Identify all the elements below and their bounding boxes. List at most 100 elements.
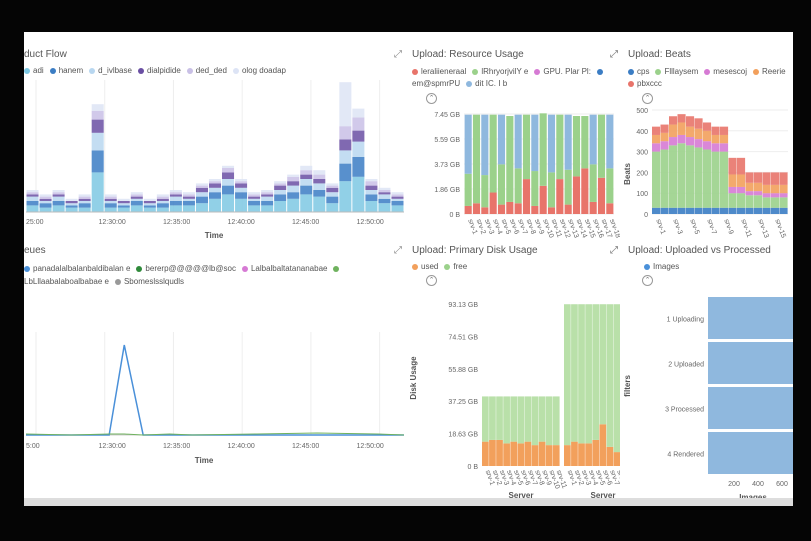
bar-segment bbox=[26, 194, 39, 197]
legend-toggle-icon[interactable]: ⌃ bbox=[426, 275, 437, 286]
x-tick-label: 12:40:00 bbox=[228, 219, 255, 226]
bar-segment bbox=[261, 190, 274, 193]
legend-item[interactable]: dialpidide bbox=[137, 66, 181, 75]
expand-icon[interactable]: ⤢ bbox=[610, 245, 618, 256]
legend-swatch bbox=[655, 68, 662, 75]
legend-swatch bbox=[24, 67, 30, 74]
legend-item[interactable]: Sbomeslsslqudls bbox=[114, 277, 184, 286]
bar-segment bbox=[248, 201, 261, 206]
bar-segment bbox=[391, 192, 404, 195]
panel-uploaded-vs-processed: Upload: Uploaded vs Processed ⤢ Images ⌃… bbox=[610, 242, 793, 498]
legend-item[interactable]: mesescoj bbox=[704, 67, 747, 76]
scrollbar[interactable] bbox=[24, 498, 793, 506]
legend-item[interactable]: GPU. Plar Pl: bbox=[534, 67, 591, 76]
expand-icon[interactable]: ⤢ bbox=[610, 49, 618, 60]
legend-item[interactable]: panadalalbalanbaldibalan e bbox=[24, 264, 130, 273]
bar-segment bbox=[669, 116, 678, 125]
bar-segment bbox=[91, 132, 104, 151]
bar-segment bbox=[352, 157, 365, 177]
legend-label: Flllaysem bbox=[664, 67, 699, 76]
legend-swatch bbox=[644, 263, 650, 270]
bar-segment bbox=[599, 424, 607, 466]
bar-segment bbox=[503, 396, 510, 444]
bar-segment bbox=[660, 132, 669, 142]
grouped-bar-chart: 93.13 GB 74.51 GB 55.88 GB 37.25 GB 18.63 GB… bbox=[409, 302, 620, 498]
bar-segment bbox=[117, 198, 130, 201]
bar-segment bbox=[489, 114, 497, 193]
bar-segment bbox=[613, 304, 620, 453]
legend-swatch bbox=[333, 265, 340, 272]
legend-item[interactable]: em@spmrPU bbox=[412, 67, 606, 88]
bar-segment bbox=[222, 185, 235, 195]
bar-segment bbox=[694, 118, 703, 129]
bar-segment bbox=[78, 194, 91, 197]
y-tick-label: 2 Uploaded bbox=[668, 362, 704, 369]
legend-item[interactable]: free bbox=[444, 262, 467, 271]
bar-segment bbox=[65, 203, 78, 206]
horizontal-bar-chart: 1 Uploading 2 Uploaded 3 Processed 4 Render… bbox=[623, 297, 793, 498]
expand-icon[interactable]: ⤢ bbox=[610, 245, 618, 256]
legend-item[interactable]: lRhryorjvilY e bbox=[472, 67, 528, 76]
bar-segment bbox=[248, 192, 261, 195]
bar-segment bbox=[287, 198, 300, 212]
bar-segment bbox=[728, 193, 737, 208]
bar-segment bbox=[514, 114, 522, 169]
bar-segment bbox=[65, 205, 78, 208]
bar-segment bbox=[287, 185, 300, 193]
legend-item[interactable]: ded_ded bbox=[186, 66, 227, 75]
x-tick-label: srv-7 bbox=[526, 469, 538, 486]
bar-segment bbox=[104, 198, 117, 201]
bar-segment bbox=[779, 184, 788, 194]
bar-segment bbox=[771, 197, 780, 208]
legend-item[interactable]: Reerie bbox=[753, 67, 786, 76]
legend-item[interactable]: bererp@@@@@lb@soc bbox=[136, 264, 236, 273]
legend-item[interactable]: leraliieneraal bbox=[412, 67, 466, 76]
bar-segment bbox=[581, 116, 589, 169]
legend-item[interactable]: Flllaysem bbox=[655, 67, 698, 76]
legend-toggle-icon[interactable]: ⌃ bbox=[642, 275, 653, 286]
x-tick-label: 12:35:00 bbox=[163, 219, 190, 226]
legend-item[interactable]: Lalbalbaltatananabae bbox=[241, 264, 327, 273]
legend: cps Flllaysem mesescoj Reerie pbxccc bbox=[628, 66, 793, 90]
legend-item[interactable]: cps bbox=[628, 67, 649, 76]
bar-segment bbox=[694, 139, 703, 148]
legend-item[interactable]: Images bbox=[644, 262, 679, 271]
x-tick-label: srv-6 bbox=[519, 469, 531, 486]
legend-label: mesescoj bbox=[713, 67, 748, 76]
bar-segment bbox=[694, 128, 703, 140]
legend-item[interactable]: hanem bbox=[49, 66, 83, 75]
legend-toggle-icon[interactable]: ⌃ bbox=[642, 93, 653, 104]
bar-segment bbox=[195, 187, 208, 193]
bar-segment bbox=[754, 195, 763, 208]
expand-icon[interactable]: ⤢ bbox=[394, 49, 402, 60]
bar-segment bbox=[606, 114, 614, 169]
x-tick-label: srv-1 bbox=[484, 469, 496, 486]
legend-item[interactable]: adi bbox=[24, 66, 44, 75]
bar-segment bbox=[300, 165, 313, 171]
bar-segment bbox=[104, 203, 117, 208]
bar-segment bbox=[261, 192, 274, 195]
bar-segment bbox=[677, 143, 686, 208]
legend-item[interactable]: pbxccc bbox=[628, 79, 662, 88]
bar-segment bbox=[169, 196, 182, 201]
bar-segment bbox=[606, 168, 614, 204]
legend-toggle-icon[interactable]: ⌃ bbox=[426, 93, 437, 104]
legend-item[interactable]: dit IC. I b bbox=[466, 79, 507, 88]
legend-label: used bbox=[421, 262, 439, 271]
legend-item[interactable]: used bbox=[412, 262, 438, 271]
bar-segment bbox=[222, 172, 235, 179]
legend-label: dit IC. I b bbox=[475, 79, 508, 88]
legend-item[interactable]: LbLllaabalaboalbabae e bbox=[24, 264, 342, 286]
bar-segment bbox=[745, 191, 754, 196]
bar-segment bbox=[464, 114, 472, 174]
expand-icon[interactable]: ⤢ bbox=[394, 245, 402, 256]
bar-segment bbox=[26, 201, 39, 206]
bar-segment bbox=[597, 177, 606, 214]
legend-label: Sbomeslsslqudls bbox=[123, 277, 184, 286]
legend-item[interactable]: d_ivlbase bbox=[89, 66, 132, 75]
legend-item[interactable]: olog doadap bbox=[232, 66, 286, 75]
bar-segment bbox=[378, 192, 391, 195]
bar-segment bbox=[352, 130, 365, 142]
bar-segment bbox=[754, 182, 763, 192]
expand-icon[interactable]: ⤢ bbox=[610, 49, 618, 60]
